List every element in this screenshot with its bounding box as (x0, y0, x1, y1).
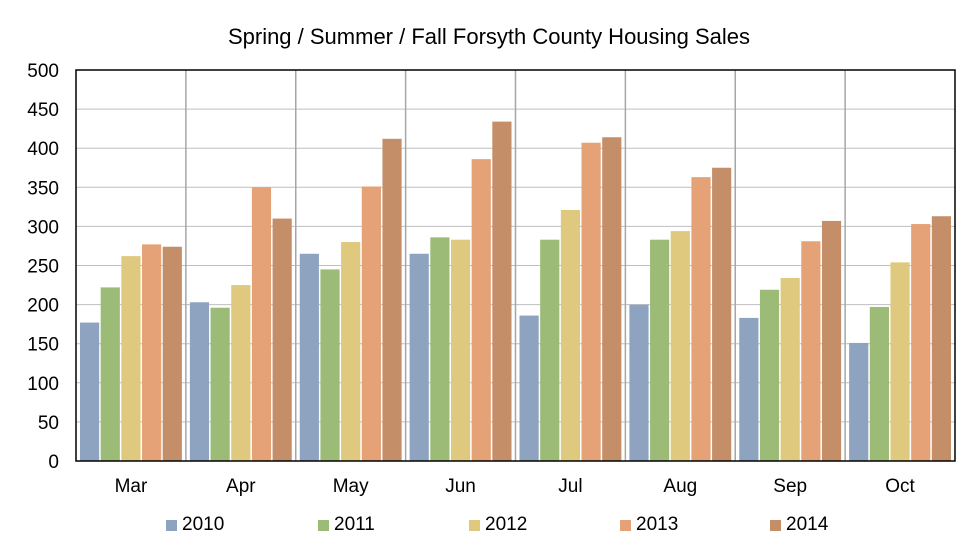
legend-swatch (620, 519, 631, 531)
bar-2014-may (382, 138, 402, 462)
bar-2011-jun (430, 237, 450, 461)
bar-2014-mar (162, 246, 182, 461)
plot-area-frame (75, 69, 956, 462)
legend-item-2014: 2014 (770, 514, 828, 536)
x-tick-label: Oct (885, 476, 915, 497)
y-tick-label: 500 (27, 61, 59, 82)
y-tick-label: 50 (38, 413, 59, 434)
chart-legend: 2010 2011 2012 2013 2014 (0, 514, 978, 540)
legend-swatch (166, 519, 177, 531)
bar-2012-jul (560, 209, 581, 461)
x-tick-label: Sep (773, 476, 807, 497)
bar-2014-aug (712, 167, 732, 461)
bar-2011-apr (210, 307, 230, 461)
bar-2014-jul (602, 137, 622, 461)
bar-2011-oct (869, 306, 889, 461)
y-tick-label: 250 (27, 257, 59, 278)
bar-2013-sep (801, 241, 821, 461)
x-tick-label: Apr (226, 476, 256, 497)
bar-2011-aug (650, 239, 670, 461)
y-tick-label: 0 (48, 452, 59, 473)
legend-item-2012: 2012 (469, 514, 527, 536)
bar-2014-jun (492, 121, 512, 461)
legend-swatch (469, 519, 480, 531)
bar-2013-aug (691, 177, 711, 461)
bar-2014-apr (272, 218, 292, 461)
legend-label: 2012 (485, 514, 528, 535)
bar-2010-jul (519, 315, 539, 461)
y-tick-label: 450 (27, 100, 59, 121)
x-tick-label: Jun (445, 476, 476, 497)
bar-2011-sep (759, 289, 780, 461)
bar-2011-may (320, 269, 340, 461)
legend-item-2010: 2010 (166, 514, 224, 536)
bar-2012-jun (450, 239, 471, 461)
bar-2013-apr (251, 187, 272, 462)
legend-label: 2014 (786, 514, 829, 535)
x-axis-tick-labels: Mar Apr May Jun Jul Aug Sep Oct (115, 476, 916, 497)
bar-2012-mar (121, 256, 141, 461)
bar-2014-oct (931, 216, 951, 461)
bar-2013-jun (471, 159, 491, 461)
legend-label: 2010 (182, 514, 225, 535)
bars (80, 121, 951, 462)
y-axis-tick-labels: 0 50 100 150 200 250 300 350 400 450 500 (27, 61, 59, 473)
x-tick-label: May (333, 476, 369, 497)
bar-2012-sep (780, 278, 800, 461)
legend-swatch (770, 519, 781, 531)
legend-item-2013: 2013 (620, 514, 678, 536)
bar-2013-jul (581, 142, 601, 461)
bar-2010-apr (189, 302, 210, 461)
x-tick-label: Aug (663, 476, 697, 497)
y-tick-label: 100 (27, 374, 59, 395)
legend-label: 2011 (334, 514, 375, 535)
bar-2013-oct (911, 224, 931, 461)
bar-2010-sep (739, 317, 759, 461)
bar-2010-jun (409, 253, 429, 461)
legend-label: 2013 (636, 514, 679, 535)
legend-swatch (318, 519, 329, 531)
y-tick-label: 300 (27, 217, 59, 238)
legend-item-2011: 2011 (318, 514, 375, 536)
bar-2010-may (299, 253, 319, 461)
chart-title: Spring / Summer / Fall Forsyth County Ho… (227, 24, 751, 49)
bar-2012-oct (890, 262, 910, 461)
bar-2014-sep (821, 220, 842, 461)
bar-2012-aug (670, 231, 690, 461)
y-tick-label: 400 (27, 139, 59, 160)
x-tick-label: Mar (115, 476, 148, 497)
bar-2012-apr (231, 285, 251, 461)
bar-2010-aug (629, 304, 649, 461)
y-tick-label: 150 (27, 335, 59, 356)
x-tick-label: Jul (558, 476, 582, 497)
bar-2013-may (361, 186, 381, 461)
bar-2011-jul (540, 239, 560, 461)
bar-2012-may (341, 242, 361, 461)
y-tick-label: 200 (27, 296, 59, 317)
y-tick-label: 350 (27, 178, 59, 199)
bar-2010-mar (80, 322, 100, 461)
bar-2010-oct (849, 342, 869, 461)
bar-2013-mar (142, 244, 162, 461)
bar-2011-mar (100, 287, 120, 461)
